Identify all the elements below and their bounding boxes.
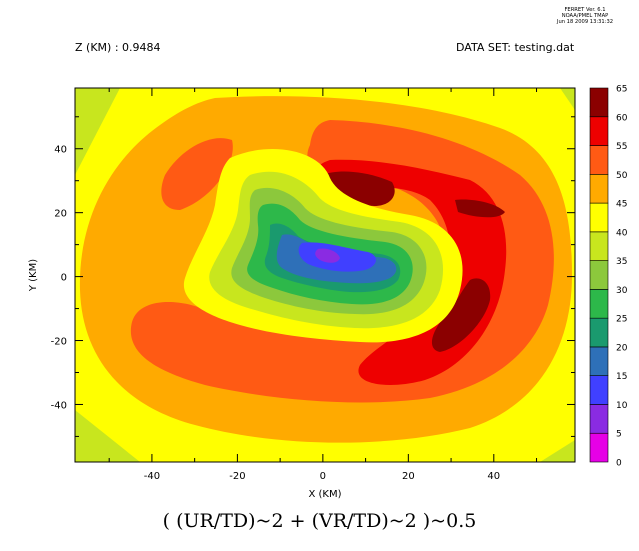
y-tick-label: 0 <box>61 273 67 284</box>
contour-regions <box>75 88 575 462</box>
ferret-line: NOAA/PMEL TMAP <box>561 13 609 19</box>
colorbar-swatch <box>589 145 609 175</box>
x-axis-label: X (KM) <box>308 489 341 500</box>
y-tick-label: -40 <box>51 400 67 411</box>
colorbar-label: 40 <box>616 228 628 238</box>
colorbar-label: 50 <box>616 171 628 181</box>
colorbar-swatch <box>589 375 609 405</box>
colorbar-swatch <box>589 404 609 434</box>
colorbar-label: 15 <box>616 372 627 382</box>
colorbar-label: 30 <box>616 286 628 296</box>
ferret-line: Jun 18 2009 13:31:32 <box>556 19 614 25</box>
colorbar-label: 60 <box>616 113 628 123</box>
colorbar-swatch <box>589 116 609 146</box>
colorbar-label: 55 <box>616 142 627 152</box>
colorbar-label: 65 <box>616 85 627 95</box>
y-tick-label: 20 <box>54 209 67 220</box>
colorbar-label: 25 <box>616 315 627 325</box>
y-tick-label: -20 <box>51 337 67 348</box>
region-wind-peak-ne <box>321 171 505 352</box>
ferret-version-stamp: FERRET Ver. 6.1 NOAA/PMEL TMAP Jun 18 20… <box>540 7 630 25</box>
colorbar-swatch <box>589 317 609 348</box>
x-tick-label: -20 <box>229 471 245 482</box>
colorbar-swatch <box>589 289 609 319</box>
y-axis-label: Y (KM) <box>28 259 39 292</box>
colorbar-swatch <box>589 260 609 290</box>
colorbar-label: 5 <box>616 430 622 440</box>
plot-frame <box>74 87 576 463</box>
x-tick-label: 20 <box>402 471 415 482</box>
x-tick-label: 40 <box>487 471 500 482</box>
region-eye-center <box>315 248 340 263</box>
colorbar-swatch <box>589 346 609 376</box>
colorbar-label: 0 <box>616 459 622 469</box>
y-tick-label: 40 <box>54 145 67 156</box>
colorbar-label: 35 <box>616 257 627 267</box>
plot-title: ( (UR/TD)~2 + (VR/TD)~2 )~0.5 <box>162 510 477 532</box>
colorbar-swatch <box>589 432 609 463</box>
colorbar-label: 10 <box>616 401 628 411</box>
colorbar-swatch <box>589 87 609 118</box>
colorbar-label: 45 <box>616 200 627 210</box>
colorbar-swatch <box>589 231 609 261</box>
colorbar-swatch <box>589 174 609 204</box>
colorbar-swatch <box>589 202 609 233</box>
x-tick-label: -40 <box>144 471 160 482</box>
dataset-label: DATA SET: testing.dat <box>456 41 575 54</box>
colorbar-label: 20 <box>616 343 628 353</box>
x-tick-label: 0 <box>320 471 326 482</box>
z-level-label: Z (KM) : 0.9484 <box>75 41 161 54</box>
ferret-line: FERRET Ver. 6.1 <box>564 7 606 13</box>
